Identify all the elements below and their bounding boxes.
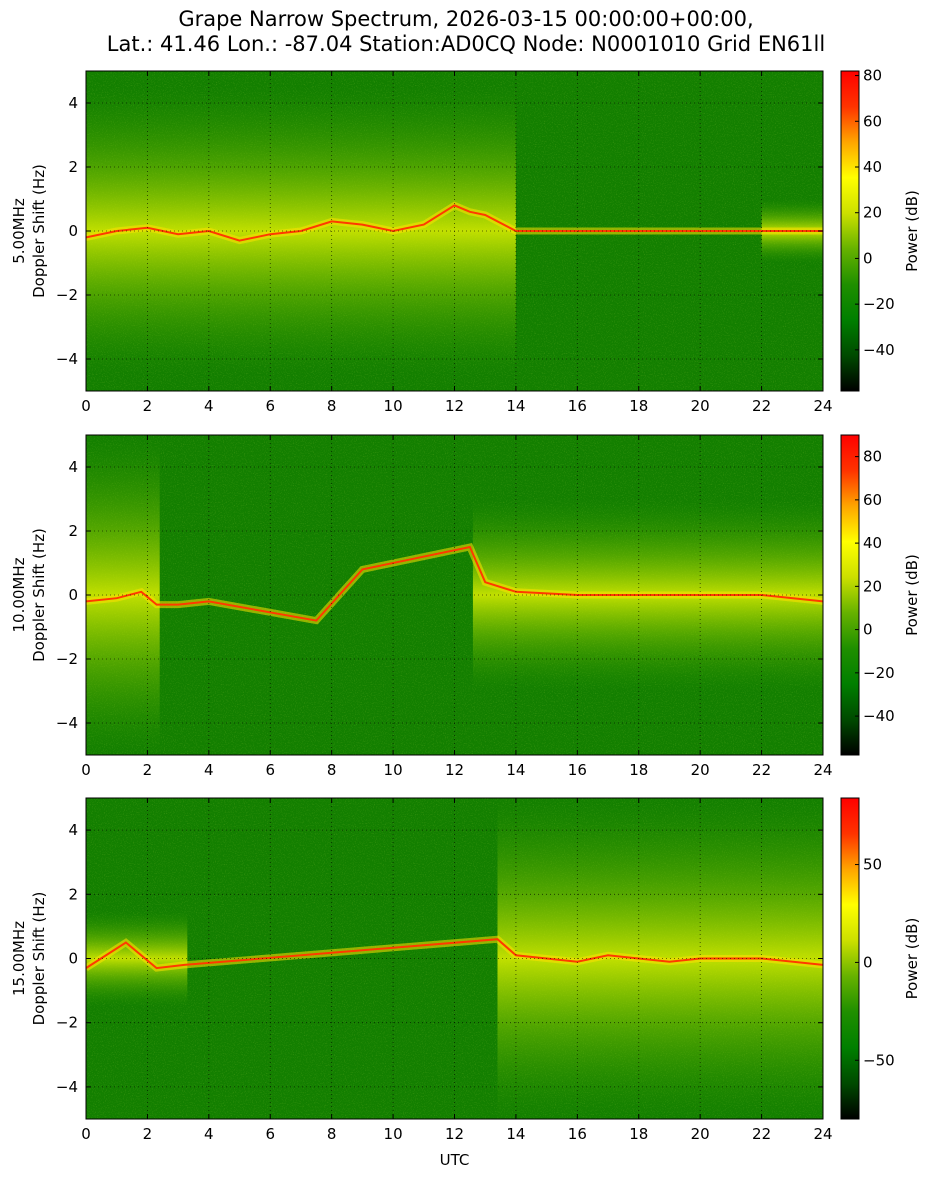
colorbar-tick-label: −20 (863, 664, 895, 682)
x-tick-label: 0 (81, 761, 91, 779)
colorbar-tick-label: 60 (863, 112, 882, 130)
x-tick-label: 4 (204, 1125, 214, 1143)
y-axis-label: Doppler Shift (Hz) (30, 892, 48, 1026)
x-tick-label: 24 (813, 1125, 832, 1143)
x-tick-label: 16 (568, 1125, 587, 1143)
y-tick-label: 2 (68, 885, 78, 903)
y-tick-label: 4 (68, 94, 78, 112)
colorbar-tick-label: −40 (863, 707, 895, 725)
colorbar-tick-label: 40 (863, 534, 882, 552)
colorbar-tick-label: 20 (863, 204, 882, 222)
x-tick-label: 24 (813, 761, 832, 779)
x-tick-label: 6 (265, 1125, 275, 1143)
y-tick-label: −2 (56, 650, 78, 668)
x-axis-label: UTC (440, 1151, 470, 1169)
colorbar (840, 434, 860, 756)
x-tick-label: 2 (143, 761, 153, 779)
colorbar-tick-label: 80 (863, 448, 882, 466)
carrier-trace (86, 938, 823, 970)
colorbar-label: Power (dB) (903, 190, 921, 272)
y-tick-label: −4 (56, 1078, 78, 1096)
x-tick-label: 4 (204, 761, 214, 779)
x-tick-label: 8 (327, 761, 337, 779)
y-axis-label: Doppler Shift (Hz) (30, 528, 48, 662)
y-axis-label: Doppler Shift (Hz) (30, 164, 48, 298)
x-tick-label: 10 (384, 1125, 403, 1143)
figure-title-line-1: Grape Narrow Spectrum, 2026-03-15 00:00:… (178, 7, 754, 31)
colorbar-tick-label: 0 (863, 249, 873, 267)
x-tick-label: 2 (143, 397, 153, 415)
y-tick-label: 0 (68, 222, 78, 240)
colorbar-tick-label: −40 (863, 341, 895, 359)
y-tick-label: 4 (68, 821, 78, 839)
x-tick-label: 12 (445, 1125, 464, 1143)
x-tick-label: 6 (265, 761, 275, 779)
x-tick-label: 18 (629, 397, 648, 415)
x-tick-label: 24 (813, 397, 832, 415)
y-tick-label: −2 (56, 286, 78, 304)
x-tick-label: 20 (691, 761, 710, 779)
x-tick-label: 20 (691, 1125, 710, 1143)
colorbar-tick-label: 20 (863, 577, 882, 595)
x-tick-label: 4 (204, 397, 214, 415)
band-label: 15.00MHz (10, 921, 28, 996)
colorbar-tick-label: 0 (863, 953, 873, 971)
colorbar-tick-label: 60 (863, 491, 882, 509)
colorbar-tick-label: −20 (863, 295, 895, 313)
x-tick-label: 20 (691, 397, 710, 415)
x-tick-label: 14 (506, 1125, 525, 1143)
colorbar-tick-label: 0 (863, 621, 873, 639)
y-tick-label: 0 (68, 586, 78, 604)
x-tick-label: 18 (629, 761, 648, 779)
x-tick-label: 12 (445, 397, 464, 415)
y-tick-label: 0 (68, 950, 78, 968)
y-tick-label: 4 (68, 458, 78, 476)
band-label: 5.00MHz (10, 198, 28, 264)
colorbar-tick-label: 50 (863, 856, 882, 874)
x-tick-label: 14 (506, 397, 525, 415)
x-tick-label: 22 (752, 1125, 771, 1143)
band-label: 10.00MHz (10, 557, 28, 632)
carrier-trace (86, 545, 823, 622)
x-tick-label: 2 (143, 1125, 153, 1143)
x-tick-label: 12 (445, 761, 464, 779)
x-tick-label: 8 (327, 1125, 337, 1143)
x-tick-label: 10 (384, 761, 403, 779)
x-tick-label: 8 (327, 397, 337, 415)
y-tick-label: −4 (56, 714, 78, 732)
colorbar-tick-label: −50 (863, 1051, 895, 1069)
x-tick-label: 22 (752, 761, 771, 779)
x-tick-label: 22 (752, 397, 771, 415)
figure-title-line-2: Lat.: 41.46 Lon.: -87.04 Station:AD0CQ N… (106, 32, 826, 56)
x-tick-label: 14 (506, 761, 525, 779)
colorbar-label: Power (dB) (903, 918, 921, 1000)
colorbar (840, 70, 860, 392)
y-tick-label: −4 (56, 350, 78, 368)
x-tick-label: 0 (81, 1125, 91, 1143)
x-tick-label: 18 (629, 1125, 648, 1143)
colorbar-tick-label: 40 (863, 158, 882, 176)
y-tick-label: −2 (56, 1014, 78, 1032)
colorbar-label: Power (dB) (903, 554, 921, 636)
y-tick-label: 2 (68, 522, 78, 540)
x-tick-label: 16 (568, 397, 587, 415)
x-tick-label: 16 (568, 761, 587, 779)
x-tick-label: 6 (265, 397, 275, 415)
x-tick-label: 10 (384, 397, 403, 415)
colorbar (840, 797, 860, 1120)
y-tick-label: 2 (68, 158, 78, 176)
colorbar-tick-label: 80 (863, 67, 882, 85)
x-tick-label: 0 (81, 397, 91, 415)
